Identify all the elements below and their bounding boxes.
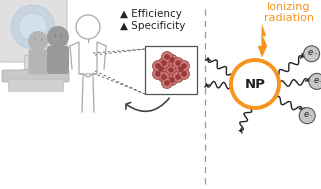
Circle shape	[47, 26, 69, 48]
Circle shape	[155, 71, 161, 77]
Circle shape	[155, 63, 161, 69]
FancyBboxPatch shape	[2, 70, 69, 82]
Circle shape	[28, 31, 48, 51]
Circle shape	[168, 67, 174, 73]
Circle shape	[172, 57, 184, 68]
Text: NP: NP	[245, 77, 265, 91]
Circle shape	[178, 60, 189, 71]
Circle shape	[178, 66, 184, 72]
Text: ⁻: ⁻	[318, 80, 321, 86]
Polygon shape	[258, 25, 267, 57]
Text: ▲ Specificity: ▲ Specificity	[120, 21, 185, 31]
Circle shape	[159, 71, 169, 83]
Circle shape	[161, 74, 167, 80]
Text: Ionizing: Ionizing	[267, 2, 311, 12]
Circle shape	[231, 60, 279, 108]
Circle shape	[176, 64, 187, 74]
Circle shape	[159, 57, 169, 68]
Circle shape	[167, 74, 178, 85]
FancyBboxPatch shape	[29, 50, 48, 74]
Circle shape	[309, 73, 321, 89]
Circle shape	[76, 15, 100, 39]
Circle shape	[161, 60, 167, 66]
Circle shape	[175, 60, 181, 66]
Text: radiation: radiation	[264, 13, 314, 23]
Text: ⁻: ⁻	[313, 53, 317, 59]
Text: e: e	[308, 48, 313, 57]
Circle shape	[172, 71, 184, 83]
Circle shape	[169, 77, 175, 83]
Circle shape	[152, 60, 163, 71]
Circle shape	[169, 57, 175, 63]
Bar	[24, 55, 42, 73]
Circle shape	[299, 108, 315, 124]
Circle shape	[19, 13, 47, 41]
Circle shape	[164, 80, 170, 86]
Bar	[145, 46, 197, 94]
FancyBboxPatch shape	[47, 46, 69, 74]
Circle shape	[167, 54, 178, 66]
Circle shape	[178, 68, 189, 80]
Circle shape	[304, 46, 320, 62]
Circle shape	[181, 71, 187, 77]
Text: e: e	[313, 76, 318, 85]
Circle shape	[158, 66, 164, 72]
Circle shape	[166, 64, 177, 75]
Text: ⁻: ⁻	[309, 115, 313, 121]
Circle shape	[152, 68, 163, 80]
Circle shape	[181, 63, 187, 69]
Text: e: e	[304, 110, 309, 119]
FancyBboxPatch shape	[19, 70, 47, 82]
Circle shape	[11, 5, 55, 49]
Bar	[8, 79, 63, 91]
Circle shape	[155, 64, 167, 74]
Text: ▲ Efficiency: ▲ Efficiency	[120, 9, 182, 19]
Circle shape	[164, 54, 170, 60]
Circle shape	[175, 74, 181, 80]
Circle shape	[161, 51, 172, 63]
FancyBboxPatch shape	[0, 0, 67, 62]
Circle shape	[161, 77, 172, 88]
